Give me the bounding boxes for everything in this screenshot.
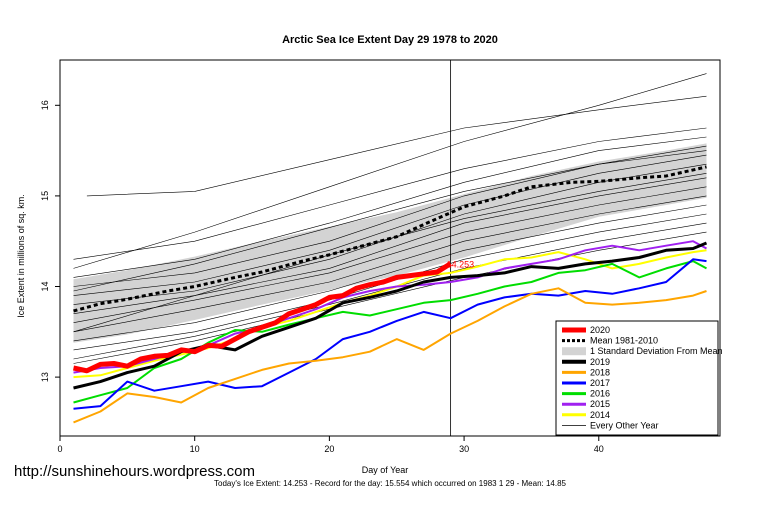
y-tick-label-14: 14 <box>40 281 50 291</box>
x-axis-label: Day of Year <box>362 465 409 475</box>
legend-label-7: 2015 <box>590 399 610 409</box>
other-year-line-8 <box>73 186 707 323</box>
other-year-line-2 <box>73 127 707 260</box>
watermark-text: http://sunshinehours.wordpress.com <box>14 463 255 480</box>
x-tick-label-40: 40 <box>594 444 604 454</box>
y-tick-label-16: 16 <box>40 100 50 110</box>
other-year-line-3 <box>73 136 707 278</box>
series-line-2018 <box>73 287 707 424</box>
x-tick-label-10: 10 <box>190 444 200 454</box>
series-line-2016 <box>73 260 707 404</box>
legend-label-6: 2016 <box>590 389 610 399</box>
legend-label-9: Every Other Year <box>590 420 659 430</box>
y-axis-label: Ice Extent in millions of sq. km. <box>16 194 26 318</box>
other-year-line-10 <box>73 204 707 342</box>
mean-line <box>73 165 707 313</box>
legend-label-4: 2018 <box>590 367 610 377</box>
y-tick-label-13: 13 <box>40 372 50 382</box>
x-tick-label-20: 20 <box>324 444 334 454</box>
legend-swatch-2 <box>562 347 586 356</box>
footer-summary: Today's Ice Extent: 14.253 - Record for … <box>214 479 567 488</box>
y-tick-label-15: 15 <box>40 191 50 201</box>
other-year-line-4 <box>73 145 707 287</box>
other-year-line-7 <box>73 177 707 314</box>
other-year-line-9 <box>73 195 707 333</box>
series-line-2020 <box>72 261 452 374</box>
legend-label-8: 2014 <box>590 410 610 420</box>
plot-area: 14.253 0 10 20 30 40 13 14 15 16 <box>40 59 721 454</box>
current-value-label: 14.253 <box>447 260 475 270</box>
other-year-line-1 <box>73 73 707 269</box>
other-year-line-5 <box>73 154 707 296</box>
legend-label-2: 1 Standard Deviation From Mean <box>590 346 723 356</box>
legend-label-1: Mean 1981-2010 <box>590 336 658 346</box>
chart-title: Arctic Sea Ice Extent Day 29 1978 to 202… <box>282 34 498 46</box>
other-year-line-15 <box>73 150 707 292</box>
legend-label-3: 2019 <box>590 357 610 367</box>
other-year-line-0 <box>86 95 707 197</box>
series-line-2017 <box>73 258 707 410</box>
plot-frame <box>59 59 721 437</box>
x-tick-label-0: 0 <box>57 444 62 454</box>
std-dev-band <box>73 143 707 343</box>
legend-label-5: 2017 <box>590 378 610 388</box>
x-tick-label-30: 30 <box>459 444 469 454</box>
legend-label-0: 2020 <box>590 325 610 335</box>
